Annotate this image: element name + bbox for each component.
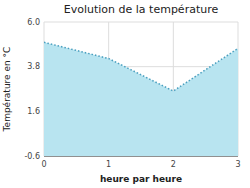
x-tick-label: 0 <box>41 160 46 169</box>
y-tick-label: -0.6 <box>24 152 40 161</box>
grid <box>44 22 238 156</box>
series <box>44 42 238 156</box>
y-tick-label: 1.6 <box>27 107 40 116</box>
y-grid-line <box>44 22 238 23</box>
chart: -0.6 1.6 3.8 6.0 0 1 2 3 Evolution de la tempéra… <box>0 0 250 188</box>
x-tick-label: 2 <box>171 160 176 169</box>
chart-container: -0.6 1.6 3.8 6.0 0 1 2 3 Evolution de la tempéra… <box>0 0 250 188</box>
title: Evolution de la température <box>64 3 219 16</box>
axes: -0.6 1.6 3.8 6.0 0 1 2 3 <box>24 18 240 170</box>
x-tick-label: 3 <box>235 160 240 169</box>
x-tick-label: 1 <box>106 160 111 169</box>
area <box>44 42 238 156</box>
y-tick-label: 6.0 <box>27 18 40 27</box>
y-axis-label: Température en °C <box>2 47 12 133</box>
x-axis-label: heure par heure <box>100 174 182 184</box>
y-tick-label: 3.8 <box>27 62 40 71</box>
line <box>44 42 238 91</box>
